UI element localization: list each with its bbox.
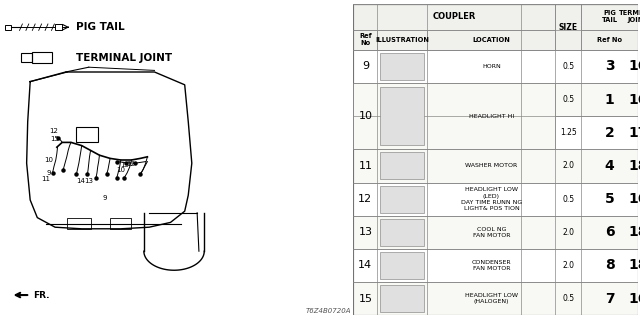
Bar (32, 52, 51, 63)
Bar (353, 116, 638, 149)
Text: 16: 16 (628, 192, 640, 206)
Text: FR.: FR. (33, 291, 49, 300)
Bar (428, 30, 556, 50)
Text: Ref No: Ref No (597, 37, 622, 43)
Bar (353, 182, 638, 216)
Bar (353, 83, 638, 116)
Text: PIG TAIL: PIG TAIL (76, 22, 125, 32)
Text: SIZE: SIZE (559, 22, 578, 32)
Text: 0.5: 0.5 (563, 95, 574, 104)
Bar (380, 285, 424, 312)
Text: 11: 11 (358, 161, 372, 171)
Bar (581, 4, 638, 30)
Bar (380, 153, 424, 180)
Text: 12: 12 (358, 194, 372, 204)
Text: 14: 14 (358, 260, 372, 270)
Text: 5: 5 (605, 192, 614, 206)
Text: 16: 16 (628, 60, 640, 74)
Text: T6Z4B0720A: T6Z4B0720A (306, 308, 351, 314)
Text: HEADLIGHT HI: HEADLIGHT HI (468, 114, 514, 119)
Text: 15: 15 (51, 136, 60, 142)
Text: ILLUSTRATION: ILLUSTRATION (376, 37, 429, 43)
Text: 8: 8 (605, 259, 614, 272)
Text: 0.5: 0.5 (563, 294, 574, 303)
Bar (353, 149, 638, 182)
Bar (353, 4, 556, 30)
Bar (353, 249, 638, 282)
Text: TERMINAL
JOINT: TERMINAL JOINT (619, 11, 640, 23)
Bar (380, 87, 424, 145)
Text: 9: 9 (102, 196, 107, 201)
Bar (380, 219, 424, 246)
Text: 17: 17 (628, 126, 640, 140)
Text: 2.0: 2.0 (563, 228, 574, 237)
Bar (556, 4, 581, 50)
Bar (353, 30, 378, 50)
Text: HEADLIGHT LOW
(HALOGEN): HEADLIGHT LOW (HALOGEN) (465, 293, 518, 304)
Text: 18: 18 (628, 259, 640, 272)
Text: TERMINAL JOINT: TERMINAL JOINT (76, 52, 173, 63)
Text: 2.0: 2.0 (563, 162, 574, 171)
Text: 16: 16 (628, 92, 640, 107)
Bar (353, 216, 638, 249)
Bar (110, 218, 131, 229)
Text: HORN: HORN (482, 64, 500, 69)
Text: 3: 3 (605, 60, 614, 74)
Text: 15: 15 (120, 162, 129, 168)
Text: 10: 10 (116, 167, 125, 173)
Text: 12: 12 (49, 128, 58, 134)
Text: 6: 6 (605, 225, 614, 239)
Text: 4: 4 (605, 159, 614, 173)
Text: COUPLER: COUPLER (433, 12, 476, 21)
Text: 2: 2 (605, 126, 614, 140)
Text: 1.25: 1.25 (560, 128, 577, 137)
Bar (4, 25, 11, 30)
Bar (380, 53, 424, 80)
Text: 12: 12 (126, 161, 135, 167)
Text: 14: 14 (77, 178, 85, 184)
Text: 13: 13 (84, 178, 93, 184)
Bar (581, 30, 638, 50)
Text: 2.0: 2.0 (563, 261, 574, 270)
Bar (380, 186, 424, 212)
Text: 0.5: 0.5 (563, 62, 574, 71)
Bar (353, 50, 638, 83)
Bar (378, 30, 428, 50)
Text: Ref
No: Ref No (359, 33, 372, 46)
Text: 1: 1 (605, 92, 614, 107)
Text: WASHER MOTOR: WASHER MOTOR (465, 164, 518, 168)
Bar (380, 252, 424, 279)
Text: COOL NG
FAN MOTOR: COOL NG FAN MOTOR (473, 227, 510, 238)
Bar (67, 218, 91, 229)
Text: 15: 15 (358, 294, 372, 304)
Text: 18: 18 (628, 159, 640, 173)
Text: HEADLIGHT LOW
(LED)
DAY TIME RUNN NG
LIGHT& POS TION: HEADLIGHT LOW (LED) DAY TIME RUNN NG LIG… (461, 187, 522, 211)
Text: 7: 7 (605, 292, 614, 306)
Text: 10: 10 (358, 111, 372, 121)
Text: PIG
TAIL: PIG TAIL (602, 11, 618, 23)
Text: 10: 10 (45, 157, 54, 163)
Text: 9: 9 (362, 61, 369, 71)
Bar (353, 83, 556, 149)
Bar (21, 53, 32, 62)
Text: LOCATION: LOCATION (472, 37, 510, 43)
Text: 11: 11 (41, 176, 50, 182)
Bar (76, 127, 98, 142)
Bar (353, 282, 638, 315)
Text: 0.5: 0.5 (563, 195, 574, 204)
Bar (55, 24, 62, 30)
Text: 16: 16 (628, 292, 640, 306)
Text: 18: 18 (628, 225, 640, 239)
Text: 9: 9 (47, 170, 51, 176)
Text: CONDENSER
FAN MOTOR: CONDENSER FAN MOTOR (472, 260, 511, 271)
Text: 13: 13 (358, 227, 372, 237)
